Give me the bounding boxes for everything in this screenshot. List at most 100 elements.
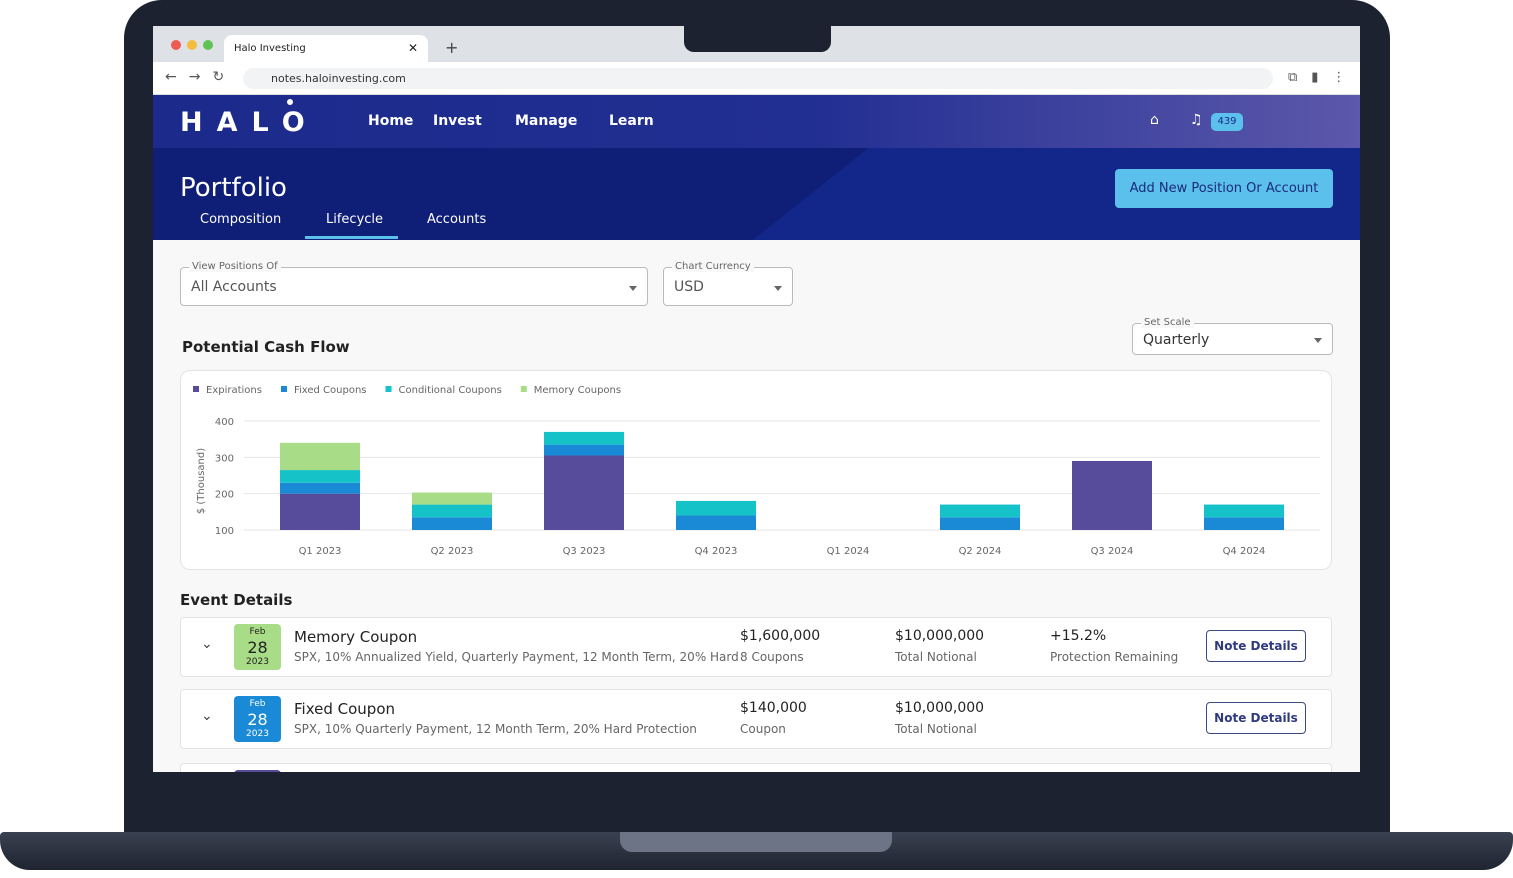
event-row: ⌄ Feb 28 2023 Fixed Coupon SPX, 10% Quarterly…: [180, 689, 1332, 749]
bar-segment: [1204, 517, 1284, 530]
nav-bar: HALO Home Invest Manage Learn ⌂ ♫ 439: [153, 95, 1360, 148]
add-button[interactable]: Add New Position Or Account: [1115, 169, 1333, 208]
scale-select[interactable]: Set Scale Quarterly: [1132, 317, 1333, 355]
tab[interactable]: Composition: [200, 212, 282, 227]
bar-segment: [412, 517, 492, 530]
y-tick-label: 200: [215, 490, 234, 501]
event-description: SPX, 10% Annualized Yield, Quarterly Pay…: [294, 650, 739, 664]
logo[interactable]: HALO: [180, 107, 319, 138]
legend-label: Conditional Coupons: [399, 385, 502, 396]
date-day: 28: [247, 638, 268, 657]
stat-value: $1,600,000: [740, 628, 821, 644]
tab-underline: [305, 236, 398, 239]
stat-label: Coupon: [740, 722, 786, 736]
bank-icon[interactable]: ⌂: [1150, 112, 1159, 128]
screen: Halo Investing ✕ + ←→↻ notes.haloinvestin…: [153, 26, 1360, 772]
legend-label: Memory Coupons: [534, 385, 621, 396]
date-month: Feb: [249, 699, 266, 709]
note-details-button[interactable]: Note Details: [1206, 630, 1306, 662]
event-title: Memory Coupon: [294, 628, 418, 646]
min-dot[interactable]: [187, 40, 197, 50]
date-badge: [234, 770, 281, 772]
bar-segment: [280, 442, 360, 471]
bar-segment: [676, 515, 756, 530]
date-day: 28: [247, 710, 268, 729]
legend-label: Expirations: [206, 385, 262, 396]
browser-tab[interactable]: Halo Investing ✕: [224, 35, 428, 62]
chart-card: 100 200 300 400 $ (Thousand) Expirations Fixed…: [180, 370, 1332, 570]
laptop-hinge: [620, 832, 892, 852]
filter-value: Quarterly: [1143, 332, 1210, 348]
filter[interactable]: Chart Currency USD: [663, 261, 793, 306]
filter[interactable]: View Positions Of All Accounts: [180, 261, 648, 306]
date-badge: Feb 28 2023: [234, 624, 281, 670]
x-tick-label: Q4 2024: [1223, 546, 1266, 557]
bar-segment: [1204, 504, 1284, 518]
camera-notch: [684, 24, 831, 52]
filter-label: Set Scale: [1141, 317, 1194, 328]
bar-segment: [940, 504, 1020, 518]
chart: 100 200 300 400 $ (Thousand) Expirations Fixed…: [193, 385, 1320, 557]
y-tick-label: 100: [215, 526, 234, 537]
stat-label: Protection Remaining: [1050, 650, 1179, 664]
x-tick-label: Q3 2024: [1091, 546, 1134, 557]
x-tick-label: Q4 2023: [695, 546, 738, 557]
stat-value: $10,000,000: [895, 700, 985, 716]
filter-label: View Positions Of: [189, 261, 281, 272]
chart-title: Potential Cash Flow: [182, 338, 350, 356]
nav-item[interactable]: Manage: [515, 113, 578, 129]
legend-swatch: [280, 386, 287, 392]
nav-item[interactable]: Invest: [433, 113, 482, 129]
date-year: 2023: [246, 729, 269, 739]
date-month: Feb: [249, 627, 266, 637]
legend-label: Fixed Coupons: [294, 385, 367, 396]
date-badge: Feb 28 2023: [234, 696, 281, 742]
filter-label: Chart Currency: [672, 261, 754, 272]
tab-active[interactable]: Lifecycle: [326, 212, 384, 227]
bell-icon[interactable]: ♫: [1190, 112, 1203, 128]
x-tick-label: Q1 2023: [299, 546, 342, 557]
event-title: Fixed Coupon: [294, 700, 396, 718]
tab-bar: Halo Investing ✕ +: [153, 26, 1360, 62]
notification-badge[interactable]: 439: [1211, 113, 1243, 131]
bar-segment: [280, 470, 360, 483]
bar-segment: [544, 431, 624, 445]
x-tick-label: Q3 2023: [563, 546, 606, 557]
stat-label: Total Notional: [895, 650, 977, 664]
legend-swatch: [385, 386, 392, 392]
event-row: [180, 763, 1332, 772]
address-row: ←→↻ notes.haloinvesting.com ⧉▮⋮: [153, 62, 1360, 95]
page-title: Portfolio: [180, 173, 287, 203]
expand-chevron[interactable]: ⌄: [201, 708, 213, 724]
close-dot[interactable]: [171, 40, 181, 50]
bar-segment: [544, 444, 624, 456]
bar-segment: [1072, 460, 1152, 530]
event-description: SPX, 10% Quarterly Payment, 12 Month Ter…: [294, 722, 697, 736]
stat-label: Total Notional: [895, 722, 977, 736]
nav-item[interactable]: Learn: [609, 113, 654, 129]
stat-value: +15.2%: [1050, 628, 1107, 644]
nav-buttons[interactable]: ←→↻: [165, 69, 237, 85]
expand-chevron[interactable]: ⌄: [201, 636, 213, 652]
filter-value: All Accounts: [191, 279, 277, 295]
date-year: 2023: [246, 657, 269, 667]
filter-value: USD: [674, 279, 704, 295]
bar-segment: [940, 517, 1020, 530]
bar-segment: [280, 493, 360, 530]
url-bar[interactable]: notes.haloinvesting.com: [243, 68, 1273, 89]
legend-swatch: [520, 386, 527, 392]
max-dot[interactable]: [203, 40, 213, 50]
new-tab[interactable]: +: [445, 38, 459, 57]
header: Portfolio Composition Lifecycle Accounts…: [153, 148, 1360, 240]
stat-value: $10,000,000: [895, 628, 985, 644]
browser-icons[interactable]: ⧉▮⋮: [1288, 70, 1360, 85]
x-tick-label: Q1 2024: [827, 546, 870, 557]
x-tick-label: Q2 2024: [959, 546, 1002, 557]
note-details-button[interactable]: Note Details: [1206, 702, 1306, 734]
nav-item[interactable]: Home: [368, 113, 414, 129]
tab[interactable]: Accounts: [427, 212, 487, 227]
url: notes.haloinvesting.com: [271, 72, 406, 85]
bar-segment: [544, 455, 624, 530]
tab-title: Halo Investing: [234, 43, 306, 54]
